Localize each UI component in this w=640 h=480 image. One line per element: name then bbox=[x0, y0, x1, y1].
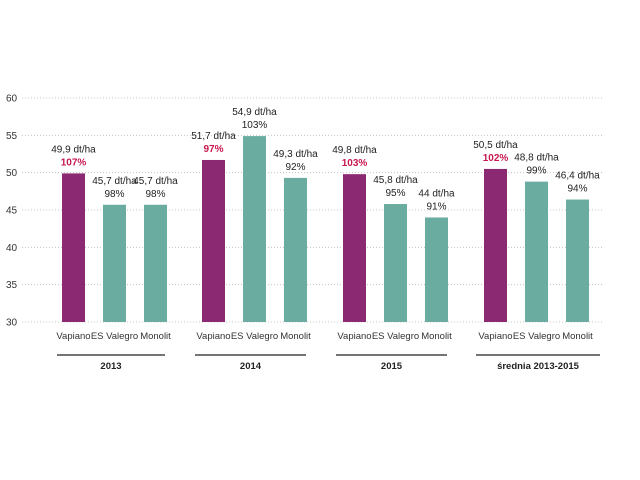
bar-percent-label: 98% bbox=[104, 189, 124, 200]
group-label: 2014 bbox=[240, 361, 262, 372]
y-tick-label: 50 bbox=[6, 168, 18, 179]
bar bbox=[144, 204, 167, 322]
category-label: Vapiano bbox=[196, 331, 230, 342]
category-label: ES Valegro bbox=[231, 331, 278, 342]
category-label: Monolit bbox=[140, 331, 171, 342]
bar-percent-label: 98% bbox=[145, 189, 165, 200]
bar-value-label: 44 dt/ha bbox=[418, 188, 455, 199]
y-tick-label: 30 bbox=[6, 318, 18, 329]
y-tick-label: 35 bbox=[6, 280, 18, 291]
bar-value-label: 51,7 dt/ha bbox=[191, 131, 236, 142]
bar bbox=[425, 217, 448, 322]
y-tick-label: 60 bbox=[6, 94, 18, 105]
labels: 30 35 40 45 50 55 60 49,9 dt/ha 107% Vapiano 45,7 … bbox=[6, 94, 600, 373]
bar-value-label: 54,9 dt/ha bbox=[232, 107, 277, 118]
y-tick-label: 40 bbox=[6, 243, 18, 254]
bar-value-label: 48,8 dt/ha bbox=[514, 153, 559, 164]
bar bbox=[525, 181, 548, 322]
group-label: 2013 bbox=[100, 361, 121, 372]
bar-percent-label: 103% bbox=[242, 120, 268, 131]
bar bbox=[343, 174, 366, 322]
y-tick-label: 55 bbox=[6, 131, 18, 142]
bar bbox=[62, 173, 85, 322]
group-label: średnia 2013-2015 bbox=[497, 361, 580, 372]
bar bbox=[384, 204, 407, 322]
bar-value-label: 45,7 dt/ha bbox=[133, 176, 178, 187]
bar bbox=[243, 136, 266, 322]
bar bbox=[202, 159, 225, 322]
bar-percent-label: 92% bbox=[285, 162, 305, 173]
category-label: ES Valegro bbox=[372, 331, 419, 342]
bar-percent-label: 103% bbox=[342, 158, 368, 169]
bar bbox=[103, 204, 126, 322]
category-label: Vapiano bbox=[56, 331, 90, 342]
bar-value-label: 46,4 dt/ha bbox=[555, 171, 600, 182]
bar-value-label: 45,7 dt/ha bbox=[92, 176, 137, 187]
bar-percent-label: 102% bbox=[483, 153, 509, 164]
bar-percent-label: 99% bbox=[526, 166, 546, 177]
bar bbox=[484, 168, 507, 322]
bar-value-label: 49,9 dt/ha bbox=[51, 144, 96, 155]
bar-value-label: 49,8 dt/ha bbox=[332, 145, 377, 156]
category-label: ES Valegro bbox=[513, 331, 560, 342]
bar-percent-label: 94% bbox=[567, 184, 587, 195]
category-label: Vapiano bbox=[478, 331, 512, 342]
bars bbox=[62, 136, 589, 322]
category-label: ES Valegro bbox=[91, 331, 138, 342]
category-label: Monolit bbox=[421, 331, 452, 342]
y-tick-label: 45 bbox=[6, 206, 18, 217]
bar-percent-label: 91% bbox=[426, 201, 446, 212]
group-label: 2015 bbox=[381, 361, 403, 372]
category-label: Monolit bbox=[280, 331, 311, 342]
category-label: Monolit bbox=[562, 331, 593, 342]
bar-value-label: 45,8 dt/ha bbox=[373, 175, 418, 186]
bar-percent-label: 107% bbox=[61, 157, 87, 168]
category-label: Vapiano bbox=[337, 331, 371, 342]
bar-value-label: 50,5 dt/ha bbox=[473, 140, 518, 151]
bar-value-label: 49,3 dt/ha bbox=[273, 149, 318, 160]
bar-percent-label: 95% bbox=[385, 188, 405, 199]
bar-percent-label: 97% bbox=[203, 144, 223, 155]
bar bbox=[284, 177, 307, 322]
bar bbox=[566, 199, 589, 322]
